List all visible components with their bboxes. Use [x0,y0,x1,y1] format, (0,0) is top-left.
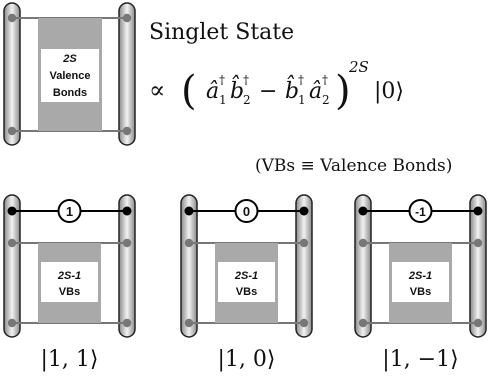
site-dot [122,238,132,248]
bond-dot [473,206,483,216]
site-dot [184,318,194,328]
box-label-line2: VBs [236,286,257,298]
valence-bond-label-bg [218,262,275,302]
state-ket: |1, 1⟩ [41,347,99,372]
site-dot [7,238,17,248]
vacuum-ket: |0⟩ [374,79,404,104]
site-dot [473,238,483,248]
right-rail [118,2,136,146]
site-dot [122,126,132,136]
valence-bond-label-bg [41,262,98,302]
box-label-line2: VBs [410,286,431,298]
bond-dot [184,206,194,216]
bond-dot [7,206,17,216]
bond-label-circle [57,199,82,223]
site-dot [358,238,368,248]
left-rail [180,194,198,338]
operator-a2: â [309,79,322,104]
singlet-formula: ∝ ( â † 1 b̂ † 2 − b̂ † 1 â † 2 ) 2S |0⟩ [149,58,404,114]
subscript: 1 [298,93,306,107]
site-dot [358,318,368,328]
state-ket: |1, 0⟩ [218,347,276,372]
box-label-line1: 2S-1 [57,270,81,282]
state-ket: |1, −1⟩ [382,347,458,372]
subscript: 2 [322,93,330,107]
proportional-symbol: ∝ [149,76,165,104]
box-label-line2: Valence [50,70,91,82]
box-label-line2: VBs [59,286,80,298]
operator-a1: â [206,79,219,104]
abbreviation-note: (VBs ≡ Valence Bonds) [255,156,452,176]
bond-label-circle [408,199,433,223]
right-rail [295,194,313,338]
subscript: 2 [243,93,251,107]
subscript: 1 [219,93,227,107]
valence-bond-label-bg [392,262,449,302]
bond-label: -1 [415,205,426,219]
site-dot [7,318,17,328]
left-rail [3,2,21,146]
open-paren: ( [181,68,197,114]
site-dot [299,318,309,328]
state-unit-plus: 2S-1 VBs 1 |1, 1⟩ [3,194,136,372]
state-unit-zero: 2S-1 VBs 0 |1, 0⟩ [180,194,313,372]
operator-b2: b̂ [230,75,244,104]
site-dot [473,318,483,328]
site-dot [7,13,17,23]
bond-dot [122,206,132,216]
dagger: † [219,73,225,87]
box-label-line3: Bonds [53,87,87,99]
bond-dot [358,206,368,216]
bond-dot [299,206,309,216]
exponent: 2S [348,58,369,76]
site-dot [7,126,17,136]
dagger: † [243,73,249,87]
singlet-title: Singlet State [149,20,294,45]
box-label-line1: 2S [62,53,77,65]
left-rail [3,194,21,338]
site-dot [184,238,194,248]
valence-bond-label-bg [41,49,99,102]
site-dot [122,13,132,23]
right-rail [469,194,487,338]
dagger: † [298,73,304,87]
minus-sign: − [259,79,277,104]
dagger: † [322,73,328,87]
site-dot [299,238,309,248]
singlet-unit: 2S Valence Bonds [3,2,136,146]
site-dot [122,318,132,328]
box-label-line1: 2S-1 [408,270,432,282]
bond-label-circle [234,199,259,223]
close-paren: ) [335,68,351,114]
left-rail [354,194,372,338]
bond-label: 0 [243,204,250,219]
state-unit-minus: 2S-1 VBs -1 |1, −1⟩ [354,194,487,372]
operator-b1: b̂ [285,75,299,104]
right-rail [118,194,136,338]
bond-label: 1 [66,204,73,219]
box-label-line1: 2S-1 [234,270,258,282]
